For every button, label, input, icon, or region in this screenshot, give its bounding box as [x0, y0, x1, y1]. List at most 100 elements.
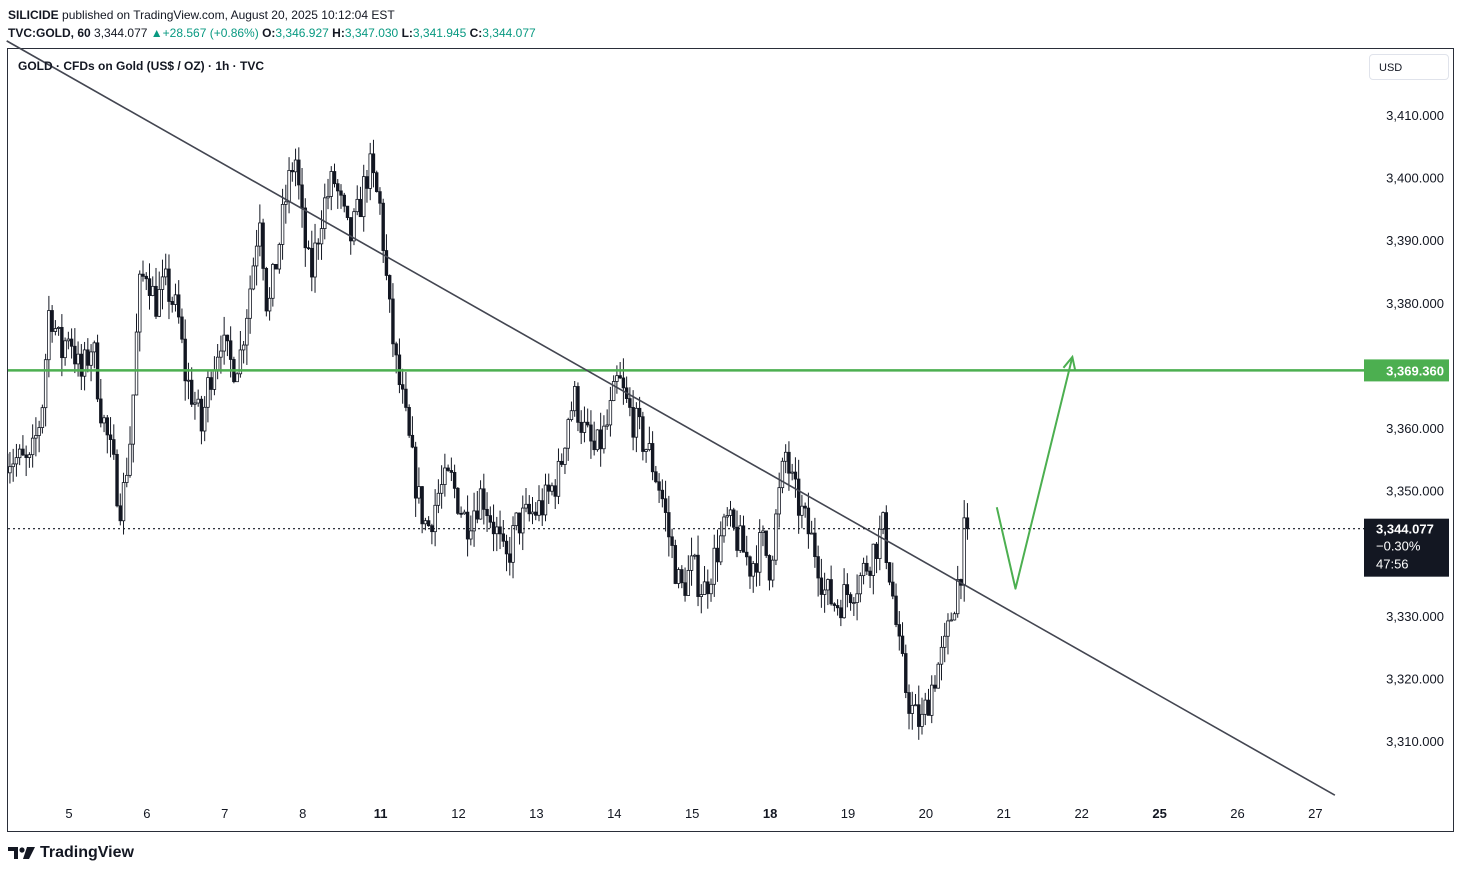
candle-up: [362, 176, 366, 218]
candle-down: [475, 510, 480, 520]
candle-down: [180, 316, 184, 340]
candle-up: [521, 507, 525, 534]
candle-down: [167, 268, 171, 302]
candle-down: [793, 471, 798, 480]
candle-up: [76, 353, 80, 365]
candle-up: [852, 602, 856, 604]
candle-up: [134, 331, 139, 396]
candle-up: [569, 410, 574, 420]
candle-down: [787, 451, 791, 474]
candle-up: [939, 646, 944, 665]
candle-up: [952, 613, 957, 621]
tradingview-logo[interactable]: TradingView: [8, 843, 134, 863]
candle-down: [517, 512, 522, 534]
drawings-layer[interactable]: [6, 40, 1364, 796]
candle-down: [105, 417, 110, 436]
candle-down: [637, 407, 642, 418]
candle-up: [245, 317, 249, 346]
candle-down: [378, 191, 382, 204]
candle-up: [47, 310, 51, 361]
candle-up: [17, 448, 22, 459]
chart-frame[interactable]: [7, 48, 1454, 832]
candle-down: [504, 540, 509, 555]
candle-up: [871, 543, 876, 576]
candle-down: [560, 460, 564, 465]
candle-down: [426, 520, 431, 527]
candle-up: [128, 443, 132, 476]
candle-up: [582, 421, 587, 433]
candle-down: [732, 509, 736, 528]
candle-down: [456, 487, 460, 514]
candle-down: [767, 555, 772, 581]
candle-up: [910, 704, 914, 714]
candle-up: [930, 684, 934, 716]
candle-up: [11, 463, 15, 468]
candle-down: [745, 551, 749, 558]
candle-down: [384, 250, 389, 276]
candle-down: [663, 498, 668, 513]
author-name[interactable]: SILICIDE: [8, 8, 59, 22]
candle-up: [602, 425, 606, 450]
candle-up: [254, 245, 259, 267]
candle-up: [417, 486, 421, 499]
candle-up: [37, 427, 41, 436]
candle-down: [654, 471, 658, 483]
price-tick-label: 3,320.000: [1386, 671, 1444, 686]
currency-button[interactable]: USD: [1369, 54, 1449, 80]
candle-up: [212, 370, 217, 390]
candle-up: [543, 484, 548, 516]
candle-down: [576, 386, 580, 423]
candle-up: [956, 579, 960, 615]
ticker-label: TVC:GOLD, 60: [8, 26, 91, 40]
candle-up: [709, 583, 713, 595]
candle-up: [222, 334, 226, 352]
candle-down: [884, 512, 889, 563]
candle-down: [99, 398, 103, 424]
candle-up: [858, 575, 863, 595]
candle-down: [845, 584, 850, 596]
candle-up: [433, 504, 437, 533]
time-axis[interactable]: 5 6 7 8 11 12 13 14 15 18 19 20 21 22 25 26 27: [65, 806, 1322, 821]
candle-up: [761, 530, 765, 533]
candle-up: [699, 594, 703, 597]
time-tick-label: 5: [65, 806, 72, 821]
candle-down: [917, 704, 921, 727]
candle-up: [251, 265, 256, 290]
candle-up: [595, 429, 600, 451]
candle-down: [631, 407, 635, 438]
candle-up: [826, 579, 830, 591]
symbol-title[interactable]: GOLD · CFDs on Gold (US$ / OZ) · 1h · TV…: [18, 59, 264, 73]
candle-down: [261, 222, 265, 269]
candle-up: [138, 273, 142, 333]
candle-up: [702, 581, 707, 595]
candle-down: [358, 198, 363, 218]
candle-up: [323, 197, 327, 229]
price-tick-label: 3,410.000: [1386, 108, 1444, 123]
price-tick-label: 3,380.000: [1386, 296, 1444, 311]
candle-up: [686, 569, 691, 596]
candle-down: [365, 176, 369, 189]
candle-up: [469, 530, 473, 540]
publish-line: SILICIDE published on TradingView.com, A…: [8, 6, 536, 24]
candle-up: [573, 386, 577, 412]
price-axis[interactable]: 3,310.0003,320.0003,330.0003,340.0003,35…: [1364, 108, 1449, 749]
candle-up: [738, 525, 742, 551]
candle-down: [891, 581, 895, 597]
candle-down: [69, 338, 74, 347]
candle-up: [514, 512, 518, 527]
price-tick-label: 3,310.000: [1386, 734, 1444, 749]
candle-up: [82, 349, 87, 377]
candle-up: [277, 244, 282, 270]
time-tick-label: 25: [1152, 806, 1166, 821]
candle-up: [712, 547, 716, 585]
candle-up: [280, 204, 285, 245]
candle-up: [293, 159, 298, 173]
candle-down: [345, 205, 350, 218]
candle-down: [553, 485, 557, 497]
candle-up: [719, 535, 723, 563]
time-tick-label: 22: [1074, 806, 1088, 821]
candle-down: [24, 454, 28, 458]
candle-up: [326, 195, 330, 199]
candle-down: [21, 448, 25, 456]
